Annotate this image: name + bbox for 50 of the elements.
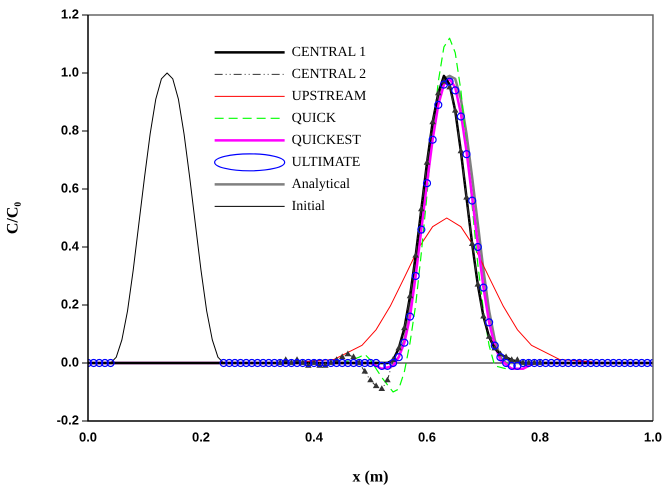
point <box>446 84 453 90</box>
legend-label: UPSTREAM <box>292 89 367 104</box>
y-tick-label: -0.2 <box>56 412 79 428</box>
point <box>469 240 476 246</box>
legend-label: Initial <box>292 199 326 214</box>
x-tick-label: 0.4 <box>304 429 324 444</box>
x-tick-label: 0.0 <box>78 429 98 444</box>
point <box>424 160 430 165</box>
point <box>378 386 385 391</box>
x-tick-label: 0.2 <box>192 429 210 444</box>
point <box>407 292 414 298</box>
point <box>362 368 368 374</box>
legend-label: CENTRAL 1 <box>292 45 366 60</box>
point <box>464 194 470 200</box>
y-axis-title: C/C₀ <box>4 202 22 234</box>
y-tick-label: 0.0 <box>60 354 79 370</box>
y-tick-label: 0.4 <box>60 238 80 254</box>
point <box>486 334 492 339</box>
x-axis-title: x (m) <box>352 468 388 486</box>
point <box>350 354 357 360</box>
point <box>514 356 520 362</box>
point <box>480 313 486 318</box>
x-tick-label: 0.8 <box>530 429 550 444</box>
point <box>435 90 442 96</box>
legend-label: Analytical <box>292 177 350 192</box>
point <box>458 148 464 154</box>
y-tick-label: 0.2 <box>60 296 79 312</box>
y-tick-label: 0.8 <box>60 122 79 138</box>
point <box>384 377 390 382</box>
point <box>508 356 515 362</box>
point <box>412 252 419 258</box>
point <box>344 350 351 356</box>
legend-label: QUICKEST <box>292 133 362 148</box>
point <box>430 118 436 124</box>
point <box>373 382 380 388</box>
x-tick-label: 1.0 <box>644 429 662 444</box>
point <box>418 206 424 212</box>
point <box>474 281 481 287</box>
legend-label: CENTRAL 2 <box>292 67 366 82</box>
legend-label: QUICK <box>292 111 336 126</box>
point <box>401 324 408 330</box>
y-tick-label: 1.0 <box>60 64 79 80</box>
y-tick-label: 1.2 <box>60 6 79 22</box>
point <box>452 107 458 113</box>
y-tick-label: 0.6 <box>60 180 79 196</box>
point <box>367 377 374 382</box>
x-tick-label: 0.6 <box>418 429 436 444</box>
point <box>339 354 346 360</box>
point <box>396 345 402 350</box>
legend-label: ULTIMATE <box>292 155 360 170</box>
